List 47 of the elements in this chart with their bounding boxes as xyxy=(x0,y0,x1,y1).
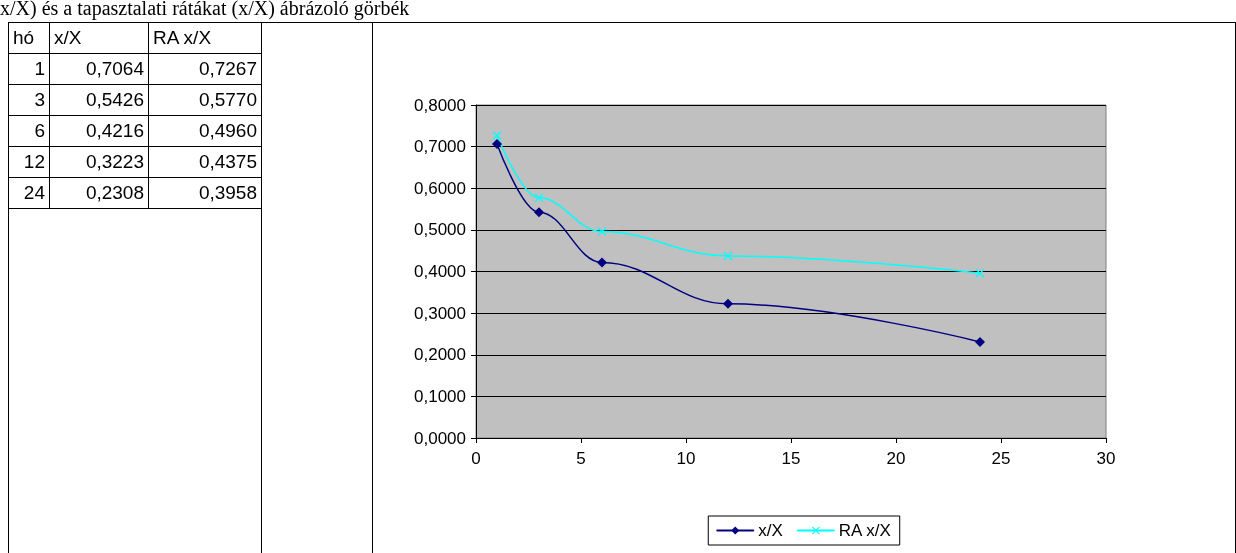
point xyxy=(723,251,733,261)
legend-label: x/X xyxy=(758,521,783,540)
point xyxy=(723,298,733,309)
point xyxy=(597,227,607,237)
text: 0,5770 xyxy=(148,84,262,116)
text: 1 xyxy=(8,53,50,85)
x-tick-label: 25 xyxy=(991,449,1011,468)
point xyxy=(534,193,544,203)
text: 6 xyxy=(8,115,50,147)
legend-label: RA x/X xyxy=(838,521,891,540)
text: 0,4216 xyxy=(49,115,149,147)
point xyxy=(975,268,985,278)
text: 3 xyxy=(8,84,50,116)
y-tick-label: 0,1000 xyxy=(414,386,466,406)
text: hó xyxy=(8,22,50,54)
y-tick-label: 0,7000 xyxy=(414,137,466,157)
text: 0,7267 xyxy=(148,53,262,85)
text: RA x/X xyxy=(148,22,262,54)
y-tick-label: 0,5000 xyxy=(414,220,466,240)
y-tick-label: 0,0000 xyxy=(414,428,466,448)
x-tick-label: 0 xyxy=(471,449,481,468)
point xyxy=(534,207,544,218)
y-tick-label: 0,6000 xyxy=(414,178,466,198)
point xyxy=(597,257,607,268)
x-tick-label: 30 xyxy=(1096,449,1116,468)
text: 0,4960 xyxy=(148,115,262,147)
text: x/X xyxy=(49,22,149,54)
x-tick-label: 5 xyxy=(576,449,586,468)
text: 24 xyxy=(8,177,50,209)
text: 0,3958 xyxy=(148,177,262,209)
point xyxy=(492,138,502,149)
text: 0,4375 xyxy=(148,146,262,178)
text: x/X) és a tapasztalati rátákat (x/X) ábrázoló görbék xyxy=(0,0,410,20)
x-tick-label: 15 xyxy=(781,449,801,468)
y-tick-label: 0,2000 xyxy=(414,345,466,365)
x-tick-label: 10 xyxy=(676,449,696,468)
text: 0,7064 xyxy=(49,53,149,85)
x-tick-label: 20 xyxy=(886,449,906,468)
text: 0,2308 xyxy=(49,177,149,209)
text: 12 xyxy=(8,146,50,178)
y-tick-label: 0,8000 xyxy=(414,95,466,115)
y-tick-label: 0,3000 xyxy=(414,303,466,323)
text: 0,5426 xyxy=(49,84,149,116)
point xyxy=(492,131,502,141)
text: 0,3223 xyxy=(49,146,149,178)
y-tick-label: 0,4000 xyxy=(414,262,466,281)
point xyxy=(975,336,985,347)
